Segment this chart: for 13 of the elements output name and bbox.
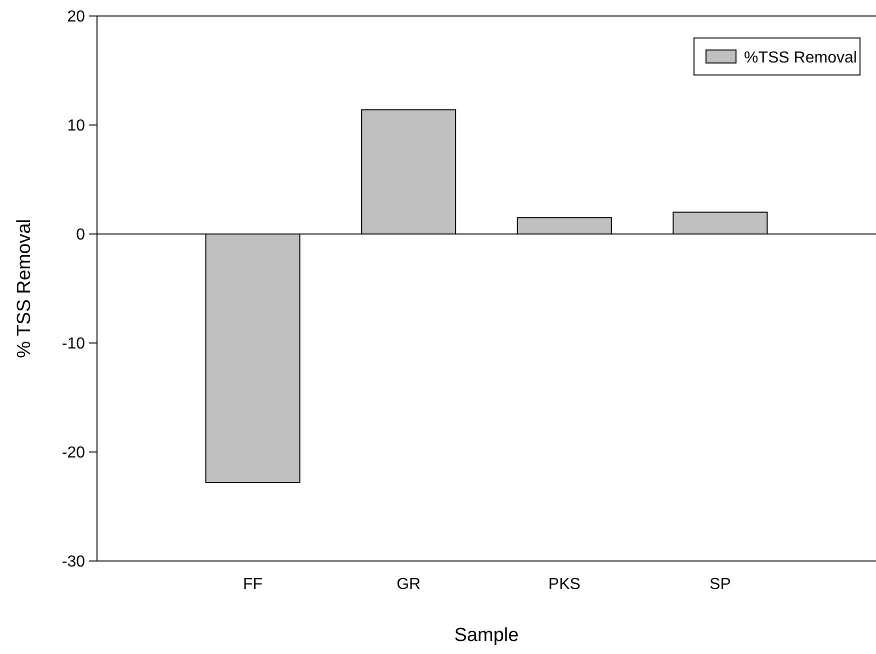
y-tick-label: -20 xyxy=(62,444,86,462)
y-tick-label: 0 xyxy=(76,226,86,244)
y-tick-label: 10 xyxy=(67,118,86,135)
y-tick-label: 20 xyxy=(67,8,86,26)
x-axis-title: Sample xyxy=(454,625,519,646)
y-tick-label: -30 xyxy=(62,554,86,571)
legend-label: %TSS Removal xyxy=(744,50,857,67)
y-tick-label: -10 xyxy=(62,336,86,353)
x-tick-label: PKS xyxy=(548,576,580,593)
x-tick-label: SP xyxy=(710,576,731,593)
x-tick-label: FF xyxy=(243,576,263,593)
y-axis-title: % TSS Removal xyxy=(14,218,35,358)
x-tick-label: GR xyxy=(396,576,421,593)
